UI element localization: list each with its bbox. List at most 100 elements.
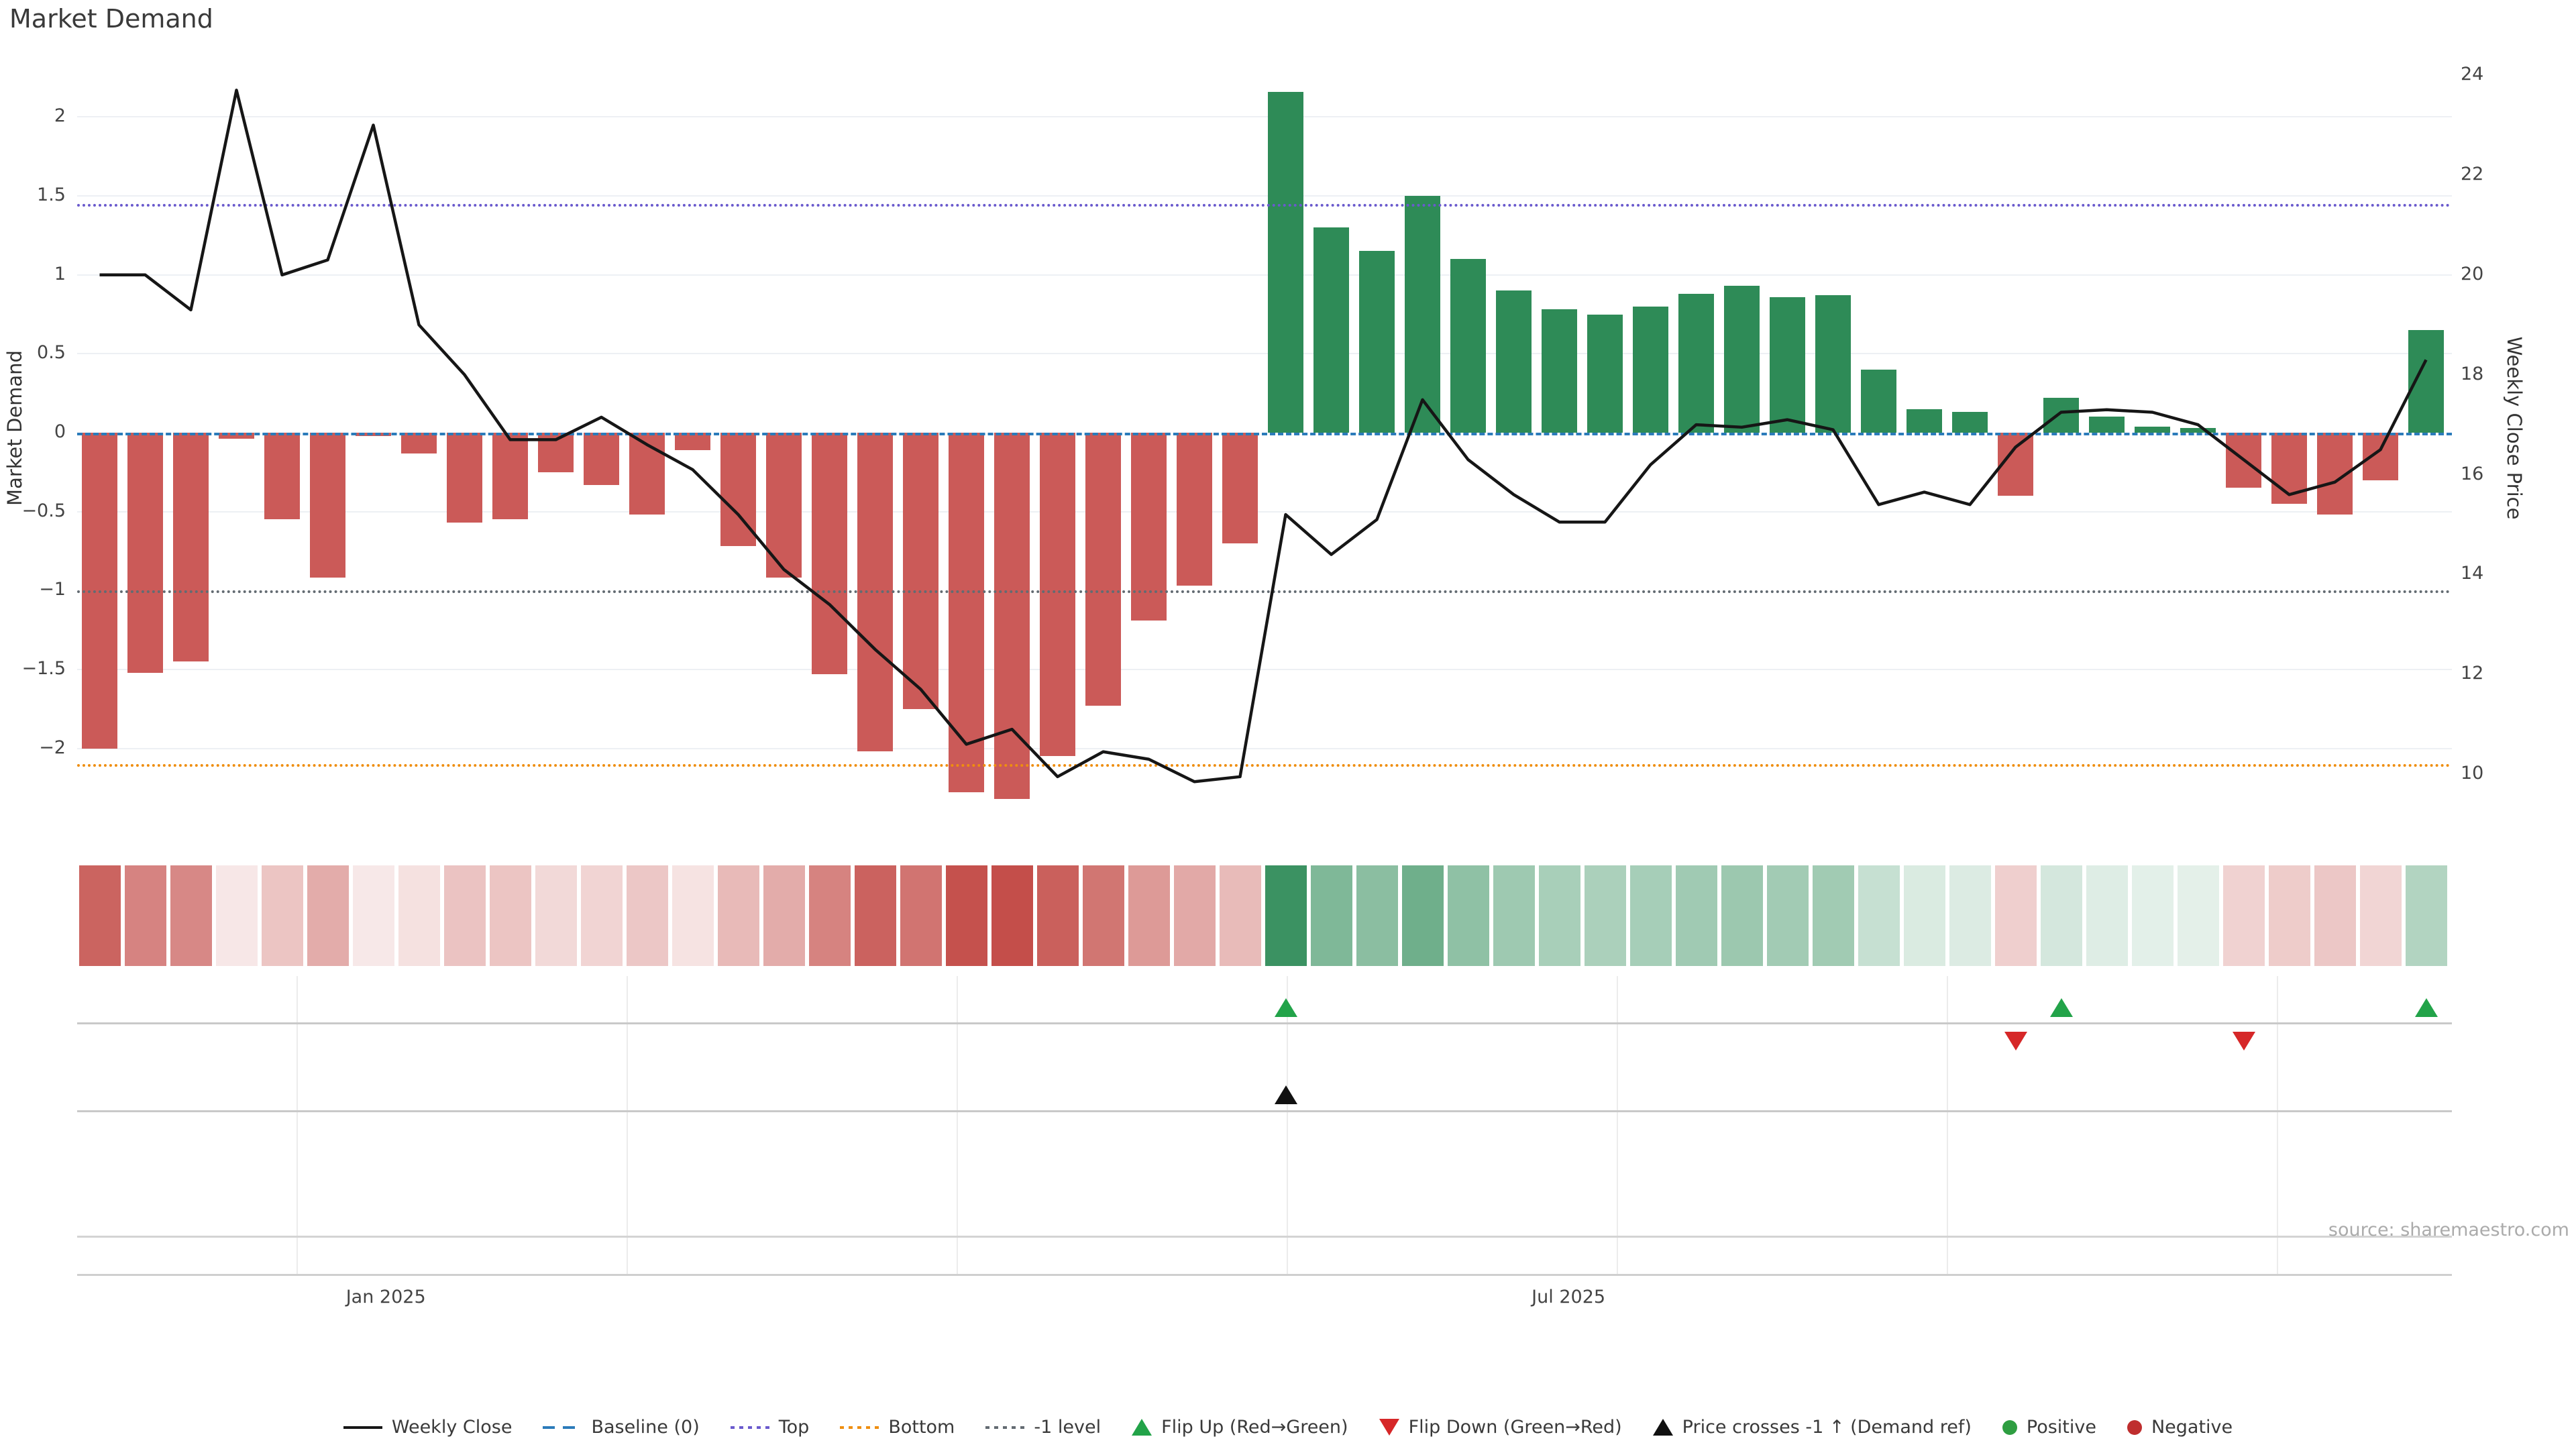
demand-bar-negative bbox=[1222, 433, 1258, 543]
demand-bar-positive bbox=[1815, 295, 1851, 433]
weekly-close-line-icon bbox=[343, 1426, 382, 1429]
demand-bar-negative bbox=[1177, 433, 1212, 586]
page-title: Market Demand bbox=[9, 4, 213, 34]
legend-item-baseline-dash: Baseline (0) bbox=[543, 1417, 700, 1438]
flip-down-marker bbox=[2004, 1032, 2027, 1051]
legend-label-bottom-dotted: Bottom bbox=[888, 1417, 955, 1438]
left-axis-tick-label: 0 bbox=[54, 421, 66, 442]
left-axis-tick-label: 2 bbox=[54, 105, 66, 127]
demand-gridline bbox=[77, 511, 2452, 513]
demand-bar-positive bbox=[1861, 369, 1896, 433]
flip-down-marker bbox=[2232, 1032, 2255, 1051]
demand-bar-positive bbox=[1450, 259, 1486, 433]
demand-bar-negative bbox=[903, 433, 938, 709]
demand-bar-positive bbox=[1405, 196, 1440, 433]
left-axis-tick-label: −1 bbox=[39, 579, 66, 600]
right-axis-tick-label: 20 bbox=[2461, 263, 2484, 284]
legend-item-price-cross-triangle: Price crosses -1 ↑ (Demand ref) bbox=[1652, 1417, 1972, 1438]
heatmap-cell-negative bbox=[307, 865, 349, 966]
demand-bar-negative bbox=[401, 433, 437, 453]
heatmap-cell-negative bbox=[626, 865, 668, 966]
right-axis-title: Weekly Close Price bbox=[2503, 336, 2526, 520]
demand-bar-positive bbox=[1907, 409, 1942, 433]
demand-bar-negative bbox=[812, 433, 847, 674]
demand-gridline bbox=[77, 747, 2452, 749]
right-axis-tick-label: 16 bbox=[2461, 463, 2484, 484]
heatmap-cell-negative bbox=[900, 865, 942, 966]
heatmap-cell-negative bbox=[945, 865, 987, 966]
demand-bar-positive bbox=[1952, 412, 1988, 433]
legend-label-price-cross-triangle: Price crosses -1 ↑ (Demand ref) bbox=[1682, 1417, 1972, 1438]
baseline-reference-line bbox=[77, 433, 2452, 435]
demand-bar-negative bbox=[675, 433, 710, 450]
heatmap-cell-positive bbox=[1812, 865, 1854, 966]
heatmap-cell-negative bbox=[1036, 865, 1079, 966]
lower-panel-vgridline bbox=[957, 976, 958, 1274]
heatmap-cell-positive bbox=[2040, 865, 2082, 966]
lower-panel-vgridline bbox=[2277, 976, 2278, 1274]
minus1-reference-line bbox=[77, 590, 2452, 594]
demand-bar-negative bbox=[173, 433, 209, 662]
heatmap-cell-positive bbox=[2177, 865, 2219, 966]
legend-label-flip-up-triangle: Flip Up (Red→Green) bbox=[1161, 1417, 1348, 1438]
heatmap-cell-negative bbox=[170, 865, 212, 966]
heatmap-cell-negative bbox=[1128, 865, 1170, 966]
positive-dot-icon bbox=[2002, 1419, 2017, 1435]
heatmap-cell-negative bbox=[78, 865, 121, 966]
legend-item-positive-dot: Positive bbox=[2002, 1417, 2096, 1438]
heatmap-cell-negative bbox=[672, 865, 714, 966]
heatmap-cell-positive bbox=[1629, 865, 1672, 966]
right-axis-tick-label: 22 bbox=[2461, 163, 2484, 184]
demand-gridline bbox=[77, 195, 2452, 197]
baseline-dash-icon bbox=[543, 1426, 582, 1429]
heatmap-cell-negative bbox=[2314, 865, 2356, 966]
demand-bar-negative bbox=[264, 433, 300, 520]
demand-bar-positive bbox=[1313, 227, 1349, 433]
x-axis-tick-label: Jul 2025 bbox=[1532, 1287, 1606, 1307]
demand-bar-negative bbox=[994, 433, 1030, 799]
heatmap-cell-positive bbox=[1265, 865, 1307, 966]
legend-item-bottom-dotted: Bottom bbox=[840, 1417, 955, 1438]
lower-panel-vgridline bbox=[297, 976, 298, 1274]
demand-gridline bbox=[77, 353, 2452, 355]
demand-bar-negative bbox=[1040, 433, 1075, 757]
demand-gridline bbox=[77, 668, 2452, 670]
demand-bar-negative bbox=[219, 433, 254, 439]
heatmap-cell-negative bbox=[443, 865, 486, 966]
heatmap-cell-negative bbox=[1082, 865, 1124, 966]
heatmap-cell-positive bbox=[1538, 865, 1580, 966]
legend-label-positive-dot: Positive bbox=[2026, 1417, 2096, 1438]
legend-label-negative-dot: Negative bbox=[2151, 1417, 2233, 1438]
legend-item-negative-dot: Negative bbox=[2127, 1417, 2233, 1438]
heatmap-cell-positive bbox=[1721, 865, 1763, 966]
heatmap-cell-positive bbox=[2131, 865, 2174, 966]
heatmap-cell-negative bbox=[854, 865, 896, 966]
minus1-dotted-icon bbox=[985, 1426, 1025, 1429]
legend-label-weekly-close-line: Weekly Close bbox=[391, 1417, 513, 1438]
lower-panel-vgridline bbox=[1617, 976, 1618, 1274]
heatmap-cell-negative bbox=[2268, 865, 2310, 966]
heatmap-cell-negative bbox=[2359, 865, 2402, 966]
heatmap-cell-positive bbox=[2086, 865, 2128, 966]
demand-bar-positive bbox=[1359, 251, 1395, 433]
demand-bar-negative bbox=[949, 433, 984, 793]
lower-row-line bbox=[77, 1236, 2452, 1238]
heatmap-cell-negative bbox=[808, 865, 851, 966]
heatmap-cell-positive bbox=[1493, 865, 1535, 966]
heatmap-cell-positive bbox=[1310, 865, 1352, 966]
top-dotted-icon bbox=[730, 1426, 769, 1429]
heatmap-cell-negative bbox=[580, 865, 623, 966]
heatmap-cell-negative bbox=[1173, 865, 1216, 966]
bottom-dotted-icon bbox=[840, 1426, 879, 1429]
left-axis-tick-label: 1 bbox=[54, 263, 66, 284]
demand-gridline bbox=[77, 274, 2452, 276]
legend-item-minus1-dotted: -1 level bbox=[985, 1417, 1101, 1438]
flip-row-line bbox=[77, 1022, 2452, 1024]
legend-item-flip-down-triangle: Flip Down (Green→Red) bbox=[1379, 1417, 1622, 1438]
right-axis-tick-label: 10 bbox=[2461, 763, 2484, 784]
demand-bar-positive bbox=[1633, 306, 1668, 433]
demand-bar-negative bbox=[127, 433, 163, 673]
demand-bar-positive bbox=[1587, 314, 1623, 433]
heatmap-cell-negative bbox=[1219, 865, 1261, 966]
heatmap-cell-negative bbox=[398, 865, 440, 966]
